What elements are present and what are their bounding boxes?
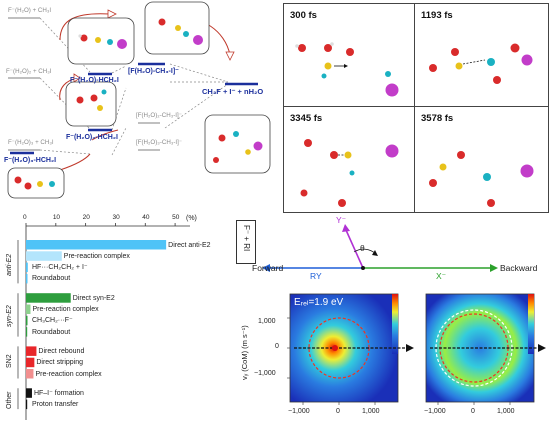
- reactant-1-label: F⁻(H₂O) + CH₃I: [8, 7, 52, 14]
- bar-label: HF···CH₂CH₂ + I⁻: [32, 264, 88, 272]
- bar-label: Roundabout: [32, 328, 71, 336]
- x-minus-label: X⁻: [436, 271, 447, 281]
- bar-label: Direct syn-E2: [72, 294, 115, 302]
- snapshot-time-label: 3578 fs: [421, 113, 454, 124]
- bar-label: Roundabout: [32, 275, 71, 283]
- y-minus-label: Y⁻: [336, 215, 347, 225]
- bar: [26, 240, 167, 250]
- x-tick: 0: [471, 408, 475, 415]
- snapshot-time-label: 1193 fs: [421, 10, 453, 21]
- bar-tick-label: 0: [23, 214, 27, 221]
- ts-1-label: [F(H₂O)-CH₃-I]⁻: [128, 68, 179, 75]
- ts-2-label: [F(H₂O)₂-CH₃-I]⁻: [136, 112, 182, 119]
- energy-diagram: F⁻(H₂O) + CH₃I F⁻(H₂O)₂ + CH₃I F⁻(H₂O)₃ …: [0, 0, 278, 200]
- bar-tick-label: 50: [172, 214, 180, 221]
- reactant-2-label: F⁻(H₂O)₂ + CH₃I: [6, 68, 52, 75]
- bar-tick-label: 10: [52, 214, 61, 221]
- products-label: CH₃F + I⁻ + nH₂O: [202, 87, 264, 96]
- bar-label: Pre-reaction complex: [32, 306, 99, 313]
- bar-tick-label: 30: [112, 214, 120, 221]
- snapshot-time-label: 3345 fs: [290, 113, 323, 124]
- theta-label: θ: [360, 243, 365, 253]
- velocity-maps: vᵧ (CoM) (m s⁻¹) 1,000 0 −1,000: [230, 288, 548, 424]
- backward-label: Backward: [500, 263, 538, 273]
- x-tick: −1,000: [424, 408, 446, 415]
- snapshot-panel-3578fs: 3578 fs: [414, 106, 549, 213]
- group-label: anti-E2: [6, 253, 13, 276]
- bar: [26, 346, 37, 356]
- snapshot-time-label: 300 fs: [290, 10, 317, 21]
- bar-label: Proton transfer: [32, 401, 79, 409]
- snapshot-panel-1193fs: 1193 fs: [414, 3, 549, 108]
- ry-label: RY: [310, 271, 322, 281]
- complex-3-label: F⁻(H₂O)₃-HCH₂I: [4, 157, 57, 164]
- bar-labels: 0 10 20 30 40 50 Direct anti-E2 Pre-reaction co…: [0, 212, 218, 424]
- bar: [26, 388, 32, 398]
- bar-label: Direct anti-E2: [168, 241, 211, 249]
- bar-label: Direct rebound: [38, 347, 85, 355]
- bar: [26, 273, 28, 284]
- bar: [26, 357, 35, 368]
- bar: [26, 251, 62, 261]
- snapshot-grid: 300 fs 1193 fs 3345 fs: [283, 3, 549, 213]
- bar-tick-label: 40: [142, 214, 150, 221]
- x-tick: 0: [336, 408, 340, 415]
- bar: [26, 262, 28, 273]
- bar: [26, 399, 28, 410]
- y-tick: 0: [275, 343, 279, 350]
- forward-label: Forward: [252, 263, 284, 273]
- bar-tick-label: 20: [82, 214, 90, 221]
- ts-3-label: [F(H₂O)₃-CH₃-I]⁻: [136, 139, 183, 146]
- group-label: syn-E2: [6, 305, 13, 327]
- group-label: SN2: [6, 354, 13, 369]
- bar-label: Pre-reaction complex: [35, 370, 102, 378]
- bar: [26, 304, 31, 314]
- velocity-map-svg: [287, 293, 546, 405]
- x-tick: 1,000: [497, 408, 515, 415]
- group-label: Other: [6, 391, 13, 409]
- reactant-3-label: F⁻(H₂O)₃ + CH₃I: [8, 139, 54, 146]
- bar: [26, 293, 71, 303]
- bar-label: Direct stripping: [36, 359, 84, 367]
- bar-chart-svg: [17, 223, 190, 420]
- bar: [26, 315, 28, 326]
- scatter-diagram: F⁻ + RI Forward Backward Y⁻ RY θ X⁻: [230, 214, 548, 286]
- x-tick: −1,000: [288, 408, 310, 415]
- bar-label: Pre-reaction complex: [63, 252, 130, 260]
- bar-chart: (%) 0 10 20 30 40 50 Direct anti-E2 Pre-reactio…: [0, 212, 218, 424]
- snapshot-panel-3345fs: 3345 fs: [283, 106, 416, 213]
- y-tick: 1,000: [258, 318, 276, 325]
- complex-1-label: F⁻(H₂O)-HCH₂I: [70, 77, 119, 84]
- bar-label: HF–I⁻ formation: [33, 389, 84, 397]
- bar: [26, 369, 34, 379]
- energy-diagram-lines: [7, 1, 271, 199]
- entrance-channel-box: F⁻ + RI: [236, 220, 256, 264]
- complex-2-label: F⁻(H₂O)₂-HCH₂I: [66, 134, 118, 141]
- collision-energy-label: Eᵣₑₗ=1.9 eV: [294, 297, 344, 308]
- scatter-arrows: [262, 224, 498, 272]
- y-tick: −1,000: [254, 370, 276, 377]
- x-tick: 1,000: [362, 408, 380, 415]
- bar: [26, 327, 28, 337]
- bar-chart-unit: (%): [186, 215, 197, 222]
- snapshot-panel-300fs: 300 fs: [283, 3, 416, 108]
- bar-label: CH₃CH₂···F⁻: [32, 317, 73, 325]
